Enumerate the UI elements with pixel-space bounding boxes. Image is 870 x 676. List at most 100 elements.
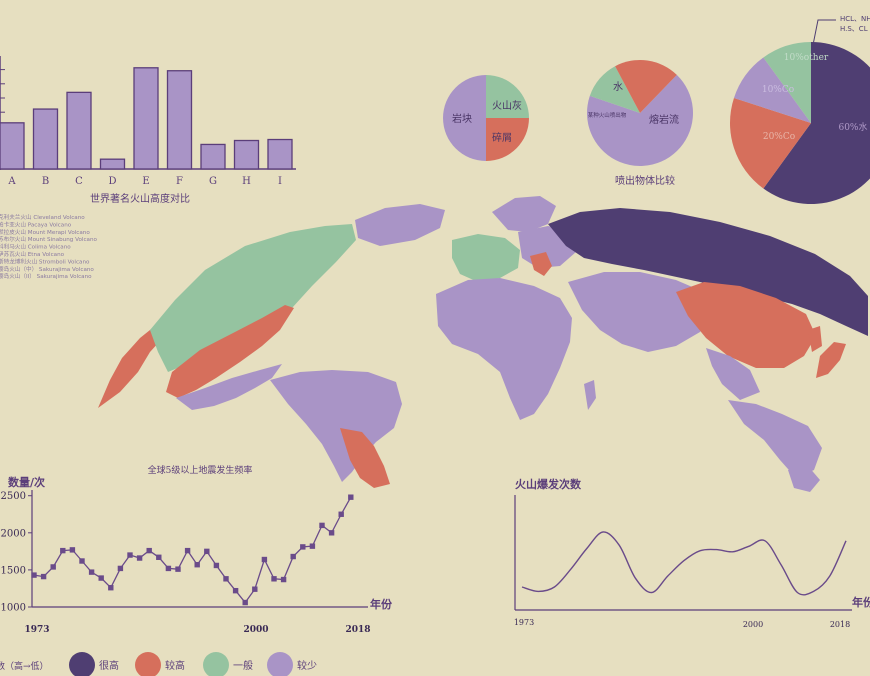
volcano-list-item: 苏布尔火山 Mount Sinabung Volcano — [0, 235, 98, 243]
pie2-label-1: 某种火山喷出物 — [588, 111, 627, 119]
bar-label-D: D — [108, 176, 116, 187]
map-europe-west — [452, 234, 520, 282]
pie2-slice-2 — [615, 60, 677, 113]
eq-data-point — [50, 564, 56, 570]
legend-swatch-2 — [203, 652, 229, 676]
eq-data-point — [98, 575, 104, 581]
er-chart-x-tick-2000: 2000 — [743, 620, 763, 629]
eq-data-point — [146, 547, 152, 554]
bar-H — [233, 139, 260, 170]
pie1-slice-1 — [486, 75, 529, 118]
map-scandinavia — [492, 196, 556, 232]
er-chart-title: 火山爆发次数 — [515, 477, 582, 491]
bar-B — [32, 108, 59, 170]
eq-y-tick-label: 1000 — [1, 603, 26, 614]
eq-chart-x-label: 年份 — [370, 597, 393, 611]
eq-data-point — [271, 576, 277, 582]
er-chart-x-tick-2018: 2018 — [830, 620, 850, 629]
legend-swatch-3 — [267, 652, 293, 676]
legend: 数（高→低） 很高 较高 一般 较少 — [0, 652, 317, 676]
eq-y-tick-label: 2000 — [1, 528, 26, 539]
eq-chart-title: 全球5级以上地震发生频率 — [148, 464, 253, 476]
er-chart-x-label: 年份 — [852, 595, 870, 609]
eq-data-point — [309, 543, 316, 549]
eq-data-point — [156, 554, 162, 560]
legend-label-3: 较少 — [297, 659, 317, 672]
pie1-label-2: 碎屑 — [492, 131, 512, 144]
eq-data-point — [252, 586, 258, 592]
map-korea — [808, 326, 822, 352]
bar-D — [99, 158, 126, 170]
map-south-america — [270, 370, 402, 482]
bar-chart-bars — [0, 67, 293, 170]
pie-chart-ejecta-comparison: 熔岩流 某种火山喷出物 水 — [587, 60, 694, 167]
world-map — [98, 196, 868, 492]
eq-x-tick-1973: 1973 — [24, 625, 49, 635]
legend-prefix: 数（高→低） — [0, 660, 49, 672]
eq-data-point — [127, 552, 133, 558]
eq-data-point — [223, 576, 229, 582]
eq-data-point — [136, 555, 143, 561]
eq-x-tick-2018: 2018 — [345, 625, 370, 635]
pie2-label-0: 熔岩流 — [649, 113, 679, 126]
bar-label-G: G — [209, 176, 217, 187]
volcano-list-item: 克利夫兰火山 Cleveland Volcano — [0, 213, 85, 221]
bar-F — [166, 70, 193, 170]
eq-data-point — [40, 573, 47, 580]
map-usa — [166, 305, 294, 398]
eq-data-point — [348, 494, 354, 500]
bar-label-I: I — [278, 176, 282, 187]
pie3-label-0: 60%水 — [838, 121, 867, 133]
pie1-label-0: 岩块 — [452, 112, 472, 125]
legend-swatch-0 — [69, 652, 95, 676]
eq-y-tick-label: 2500 — [1, 491, 26, 502]
eq-data-point — [175, 566, 181, 572]
bar-label-E: E — [142, 176, 149, 187]
eq-data-point — [117, 565, 124, 572]
map-patagonia — [340, 428, 390, 488]
pie2-slice-1 — [589, 66, 640, 113]
map-south-asia — [706, 348, 760, 400]
bar-label-A: A — [7, 176, 16, 187]
legend-label-1: 较高 — [165, 659, 185, 672]
pie1-slice-2 — [486, 118, 529, 161]
eq-data-point — [280, 576, 287, 583]
callout-leader-line — [811, 19, 836, 51]
eq-chart-series-line — [33, 496, 352, 604]
er-chart-series-line — [521, 531, 847, 596]
callout-line-2: H.S、CL — [840, 25, 868, 33]
eq-data-point — [194, 562, 200, 568]
bar-label-F: F — [176, 176, 183, 187]
pie3-label-2: 10%Co — [762, 85, 794, 95]
eq-chart-x-ticks: 1973 2000 2018 — [24, 625, 370, 635]
eq-data-point — [213, 562, 220, 569]
eq-x-tick-2000: 2000 — [243, 625, 268, 635]
eq-data-point — [88, 569, 95, 575]
eq-y-tick-label: 1500 — [1, 565, 26, 576]
eq-chart-y-label: 数量/次 — [8, 475, 45, 489]
legend-label-2: 一般 — [233, 659, 253, 672]
bar-label-C: C — [75, 176, 83, 187]
pie3-slice-2 — [733, 57, 811, 124]
map-mexico — [176, 364, 282, 410]
pie-chart-gas-composition: 60%水 20%Co 10%Co 10%other — [729, 42, 870, 204]
volcano-list-item: 樱岛火山（II） Sakurajima Volcano — [0, 272, 92, 280]
pie1-slice-0 — [443, 75, 486, 161]
bar-chart-volcano-heights: A B C D E F G H I 世界著名火山高度对比 — [0, 56, 296, 205]
eq-data-point — [79, 558, 85, 564]
bar-label-B: B — [42, 176, 49, 187]
map-italy — [530, 252, 552, 276]
line-chart-eruption-count: 火山爆发次数 1973 2000 2018 年份 — [514, 477, 870, 629]
er-chart-x-tick-1973: 1973 — [514, 618, 534, 627]
eq-data-point — [165, 565, 172, 572]
volcano-list-item: 默拉皮火山 Mount Merapi Volcano — [0, 228, 90, 236]
bar-C — [66, 91, 92, 170]
pie2-label-2: 水 — [613, 81, 623, 93]
line-chart-earthquake-frequency: 全球5级以上地震发生频率 数量/次 1000 1500 2000 2500 1973 2… — [1, 464, 393, 635]
volcano-list-item: 帕卡亚火山 Pacaya Volcano — [0, 220, 72, 228]
eq-data-point — [300, 544, 306, 550]
pie-chart-2-title: 喷出物体比较 — [615, 174, 675, 187]
volcano-list-item: 科利马火山 Colima Volcano — [0, 243, 71, 251]
